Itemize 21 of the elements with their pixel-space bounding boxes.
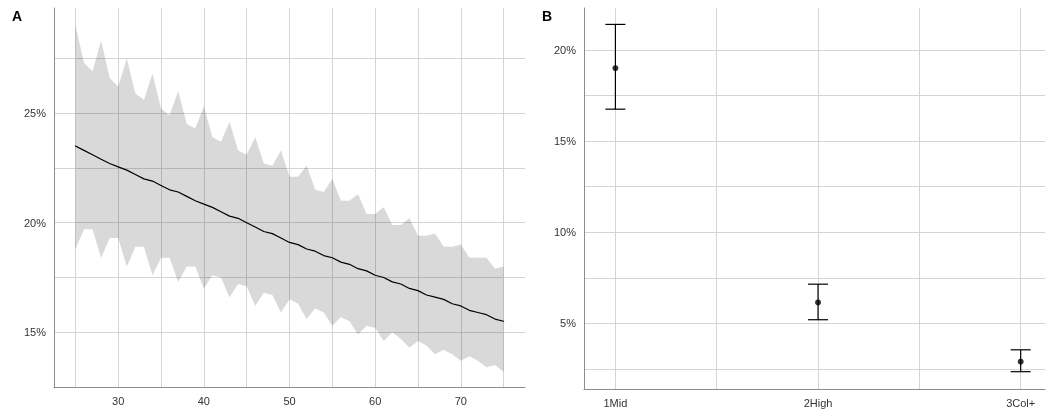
x-tick-label: 60 [369,394,382,407]
chart-title: B [542,8,553,24]
x-tick-label: 1Mid [603,396,628,409]
chart-title: A [12,8,23,24]
x-tick-label: 40 [197,394,210,407]
point [1017,358,1024,365]
x-tick-label: 3Col+ [1006,396,1036,409]
x-tick-label: 70 [454,394,467,407]
y-tick-label: 20% [553,43,577,56]
y-tick-label: 15% [23,326,47,339]
y-tick-label: 25% [23,107,47,120]
x-tick-label: 50 [283,394,296,407]
y-tick-label: 10% [553,226,577,239]
x-tick-label: 2High [803,396,833,409]
x-tick-label: 30 [112,394,125,407]
y-tick-label: 20% [23,216,47,229]
point [612,65,619,72]
y-tick-label: 5% [560,317,577,330]
line-series [74,145,505,322]
point [815,299,822,306]
y-tick-label: 15% [553,135,577,148]
